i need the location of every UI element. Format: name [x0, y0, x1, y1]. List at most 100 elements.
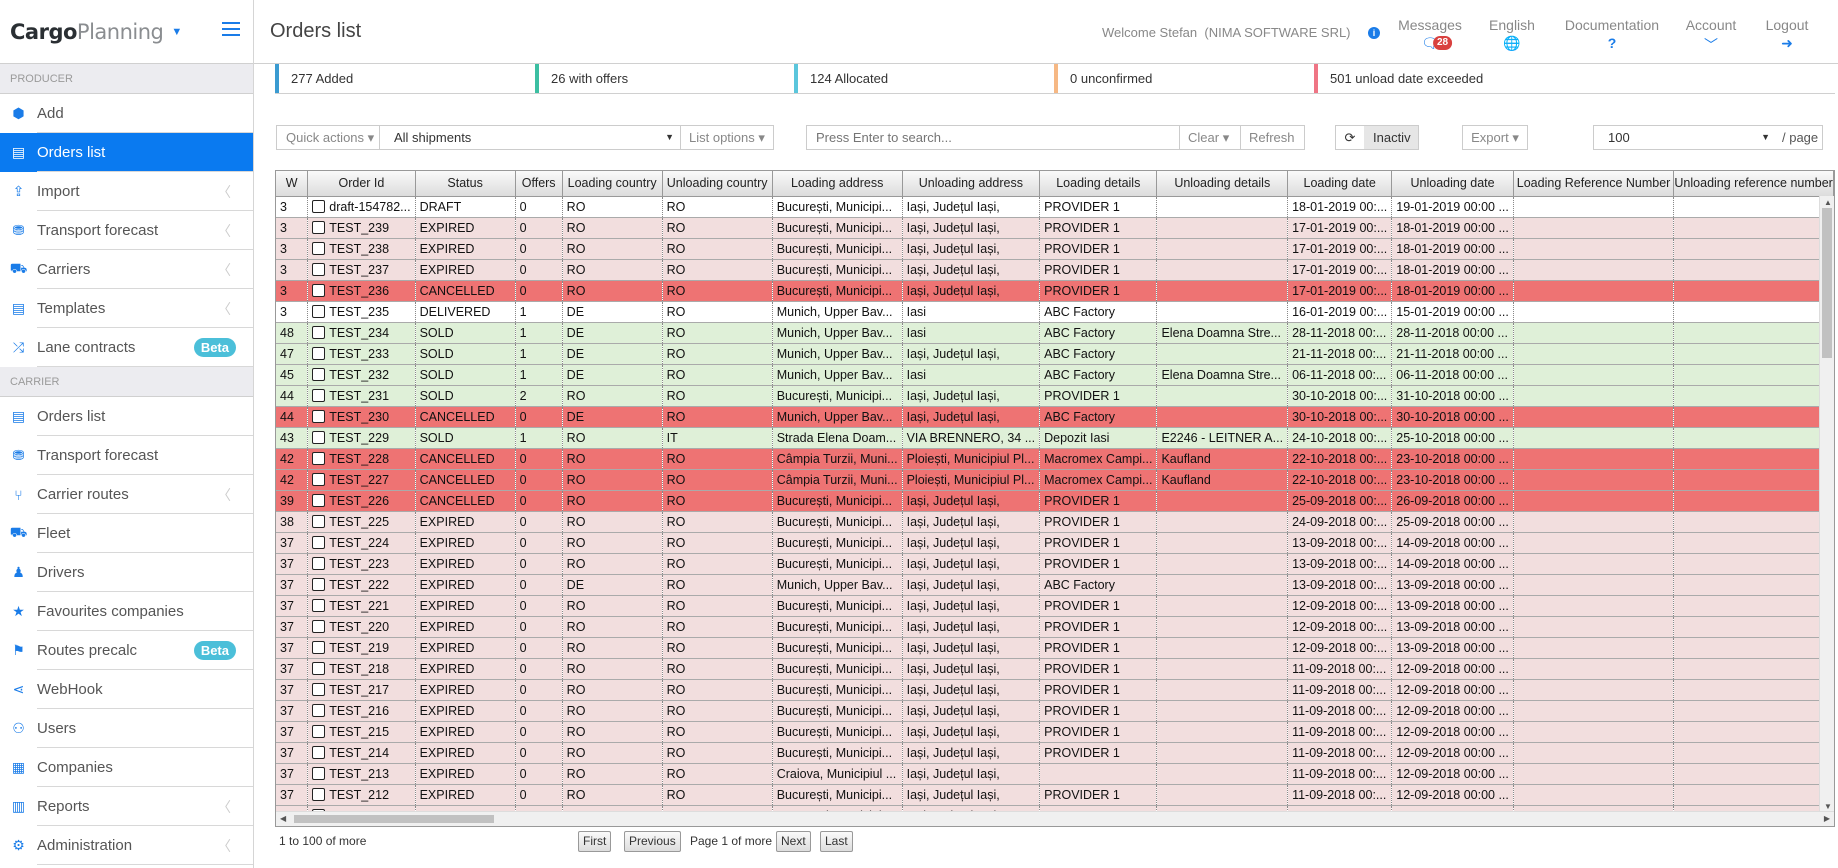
- table-row[interactable]: 3 draft-154782... DRAFT 0 RO RO București, Mun…: [276, 196, 1834, 218]
- sidebar-item-templates[interactable]: ▤ Templates 〈: [0, 289, 253, 328]
- table-row[interactable]: 37 TEST_224 EXPIRED 0 RO RO București, Municip…: [276, 532, 1834, 554]
- order-id[interactable]: draft-154782...: [329, 199, 411, 214]
- column-header-unloading-details[interactable]: Unloading details: [1156, 171, 1289, 197]
- sidebar-item-routes-precalc[interactable]: ⚑ Routes precalc Beta: [0, 631, 253, 670]
- order-id[interactable]: TEST_215: [329, 724, 390, 739]
- sidebar-item-fleet[interactable]: ⛟ Fleet: [0, 514, 253, 553]
- row-checkbox[interactable]: [312, 283, 326, 297]
- sidebar-item-favourites-companies[interactable]: ★ Favourites companies: [0, 592, 253, 631]
- documentation-link[interactable]: Documentation?: [1565, 17, 1659, 53]
- order-id[interactable]: TEST_228: [329, 451, 390, 466]
- sidebar-item-lane-contracts[interactable]: ⤮ Lane contracts Beta: [0, 328, 253, 367]
- column-header-unloading-address[interactable]: Unloading address: [902, 171, 1041, 197]
- row-checkbox[interactable]: [312, 745, 326, 759]
- table-row[interactable]: 37 TEST_212 EXPIRED 0 RO RO București, Municip…: [276, 784, 1834, 806]
- shipments-filter-select[interactable]: All shipments ▼: [380, 125, 681, 150]
- quick-actions-button[interactable]: Quick actions ▾: [276, 125, 380, 150]
- row-checkbox[interactable]: [312, 325, 326, 339]
- row-checkbox[interactable]: [312, 388, 326, 402]
- row-checkbox[interactable]: [312, 304, 326, 318]
- search-input[interactable]: [806, 125, 1180, 150]
- row-checkbox[interactable]: [312, 409, 326, 423]
- column-header-order-id[interactable]: Order Id: [307, 171, 416, 197]
- account-link[interactable]: Account ﹀: [1686, 17, 1737, 53]
- horizontal-scroll-thumb[interactable]: [294, 815, 494, 823]
- row-checkbox[interactable]: [312, 535, 326, 549]
- order-id[interactable]: TEST_229: [329, 430, 390, 445]
- order-id[interactable]: TEST_222: [329, 577, 390, 592]
- horizontal-scrollbar[interactable]: ◀ ▶: [276, 811, 1834, 826]
- table-row[interactable]: 37 TEST_222 EXPIRED 0 DE RO Munich, Upper Bav.…: [276, 574, 1834, 596]
- table-row[interactable]: 3 TEST_236 CANCELLED 0 RO RO București, Munici…: [276, 280, 1834, 302]
- row-checkbox[interactable]: [312, 787, 326, 801]
- table-row[interactable]: 37 TEST_220 EXPIRED 0 RO RO București, Municip…: [276, 616, 1834, 638]
- sidebar-item-carrier-routes[interactable]: ⑂ Carrier routes 〈: [0, 475, 253, 514]
- sidebar-item-webhook[interactable]: ⋖ WebHook: [0, 670, 253, 709]
- table-row[interactable]: 3 TEST_239 EXPIRED 0 RO RO București, Municipi…: [276, 217, 1834, 239]
- row-checkbox[interactable]: [312, 724, 326, 738]
- order-id[interactable]: TEST_221: [329, 598, 390, 613]
- table-row[interactable]: 37 TEST_219 EXPIRED 0 RO RO București, Municip…: [276, 637, 1834, 659]
- table-row[interactable]: 37 TEST_213 EXPIRED 0 RO RO Craiova, Municipiu…: [276, 763, 1834, 785]
- order-id[interactable]: TEST_216: [329, 703, 390, 718]
- column-header-loading-reference-number[interactable]: Loading Reference Number: [1513, 171, 1675, 197]
- column-header-loading-details[interactable]: Loading details: [1039, 171, 1158, 197]
- sidebar-item-transport-forecast[interactable]: ⛃ Transport forecast 〈: [0, 211, 253, 250]
- row-checkbox[interactable]: [312, 703, 326, 717]
- order-id[interactable]: TEST_217: [329, 682, 390, 697]
- sidebar-item-import[interactable]: ⇪ Import 〈: [0, 172, 253, 211]
- table-row[interactable]: 37 TEST_221 EXPIRED 0 RO RO București, Municip…: [276, 595, 1834, 617]
- column-header-unloading-reference-number[interactable]: Unloading reference number: [1673, 171, 1834, 197]
- per-page-select[interactable]: 100 ▼: [1593, 125, 1779, 150]
- row-checkbox[interactable]: [312, 661, 326, 675]
- language-link[interactable]: English 🌐: [1489, 17, 1535, 53]
- order-id[interactable]: TEST_224: [329, 535, 390, 550]
- table-row[interactable]: 37 TEST_214 EXPIRED 0 RO RO București, Municip…: [276, 742, 1834, 764]
- order-id[interactable]: TEST_233: [329, 346, 390, 361]
- stat-item[interactable]: 26 with offers: [535, 64, 794, 93]
- row-checkbox[interactable]: [312, 766, 326, 780]
- table-row[interactable]: 37 TEST_215 EXPIRED 0 RO RO București, Municip…: [276, 721, 1834, 743]
- sidebar-item-users[interactable]: ⚇ Users: [0, 709, 253, 748]
- table-row[interactable]: 37 TEST_218 EXPIRED 0 RO RO București, Municip…: [276, 658, 1834, 680]
- row-checkbox[interactable]: [312, 640, 326, 654]
- table-row[interactable]: 3 TEST_235 DELIVERED 1 DE RO Munich, Upper Bav…: [276, 301, 1834, 323]
- sidebar-item-administration[interactable]: ⚙ Administration 〈: [0, 826, 253, 865]
- order-id[interactable]: TEST_232: [329, 367, 390, 382]
- order-id[interactable]: TEST_223: [329, 556, 390, 571]
- hamburger-menu-icon[interactable]: [222, 22, 240, 38]
- table-row[interactable]: 3 TEST_237 EXPIRED 0 RO RO București, Municipi…: [276, 259, 1834, 281]
- sidebar-item-reports[interactable]: ▥ Reports 〈: [0, 787, 253, 826]
- order-id[interactable]: TEST_213: [329, 766, 390, 781]
- order-id[interactable]: TEST_237: [329, 262, 390, 277]
- row-checkbox[interactable]: [312, 598, 326, 612]
- last-page-button[interactable]: Last: [820, 831, 853, 852]
- table-row[interactable]: 42 TEST_227 CANCELLED 0 RO RO Câmpia Turzii, M…: [276, 469, 1834, 491]
- order-id[interactable]: TEST_238: [329, 241, 390, 256]
- column-header-offers[interactable]: Offers: [515, 171, 563, 197]
- row-checkbox[interactable]: [312, 472, 326, 486]
- vertical-scroll-thumb[interactable]: [1822, 208, 1832, 358]
- previous-page-button[interactable]: Previous: [624, 831, 681, 852]
- row-checkbox[interactable]: [312, 619, 326, 633]
- logout-link[interactable]: Logout ➜: [1766, 17, 1809, 53]
- clear-button[interactable]: Clear ▾: [1180, 125, 1241, 150]
- table-row[interactable]: 37 TEST_216 EXPIRED 0 RO RO București, Municip…: [276, 700, 1834, 722]
- caret-down-icon[interactable]: ▼: [171, 25, 183, 38]
- sidebar-item-companies[interactable]: ▦ Companies: [0, 748, 253, 787]
- row-checkbox[interactable]: [312, 556, 326, 570]
- row-checkbox[interactable]: [312, 346, 326, 360]
- column-header-unloading-country[interactable]: Unloading country: [662, 171, 773, 197]
- table-row[interactable]: 45 TEST_232 SOLD 1 DE RO Munich, Upper Bav... I…: [276, 364, 1834, 386]
- row-checkbox[interactable]: [312, 367, 326, 381]
- order-id[interactable]: TEST_225: [329, 514, 390, 529]
- list-options-button[interactable]: List options ▾: [681, 125, 774, 150]
- info-icon[interactable]: i: [1368, 27, 1380, 39]
- messages-link[interactable]: Messages 🗨 28: [1398, 17, 1462, 53]
- table-row[interactable]: 38 TEST_225 EXPIRED 0 RO RO București, Municip…: [276, 511, 1834, 533]
- order-id[interactable]: TEST_230: [329, 409, 390, 424]
- table-row[interactable]: 39 TEST_226 CANCELLED 0 RO RO București, Munic…: [276, 490, 1834, 512]
- order-id[interactable]: TEST_236: [329, 283, 390, 298]
- row-checkbox[interactable]: [312, 220, 326, 234]
- sidebar-item-transport-forecast[interactable]: ⛃ Transport forecast: [0, 436, 253, 475]
